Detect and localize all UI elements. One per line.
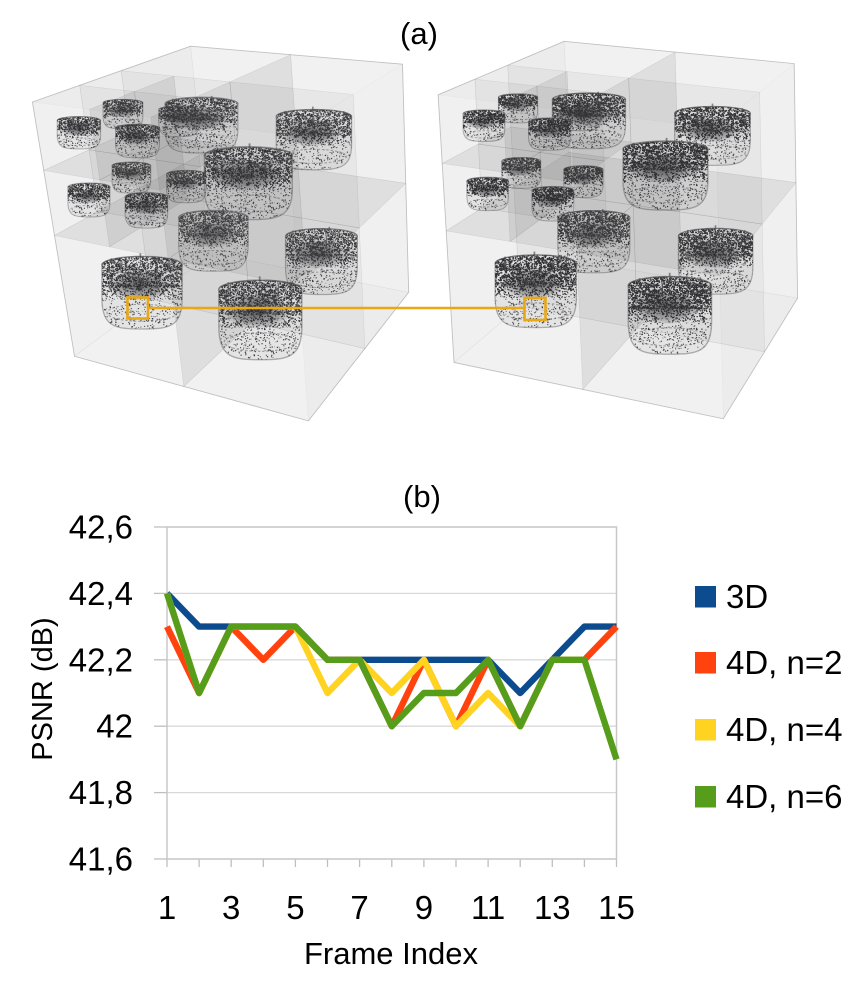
svg-text:42,6: 42,6: [69, 509, 133, 546]
svg-text:42,2: 42,2: [69, 641, 133, 678]
svg-text:3: 3: [222, 889, 240, 926]
svg-text:41,8: 41,8: [69, 774, 133, 811]
svg-text:4D, n=2: 4D, n=2: [726, 644, 843, 681]
svg-text:5: 5: [286, 889, 304, 926]
svg-text:15: 15: [598, 889, 635, 926]
svg-text:Frame Index: Frame Index: [304, 936, 479, 971]
svg-text:13: 13: [534, 889, 571, 926]
svg-text:9: 9: [415, 889, 433, 926]
svg-text:4D, n=6: 4D, n=6: [726, 778, 843, 815]
svg-text:7: 7: [350, 889, 368, 926]
svg-text:41,6: 41,6: [69, 841, 133, 878]
svg-text:(a): (a): [400, 16, 438, 51]
svg-text:42,4: 42,4: [69, 575, 133, 612]
svg-text:4D, n=4: 4D, n=4: [726, 711, 843, 748]
svg-text:3D: 3D: [726, 578, 768, 615]
svg-text:1: 1: [158, 889, 176, 926]
svg-text:(b): (b): [403, 479, 441, 514]
svg-text:11: 11: [471, 889, 505, 926]
svg-text:42: 42: [96, 708, 133, 745]
svg-text:PSNR (dB): PSNR (dB): [27, 617, 59, 760]
